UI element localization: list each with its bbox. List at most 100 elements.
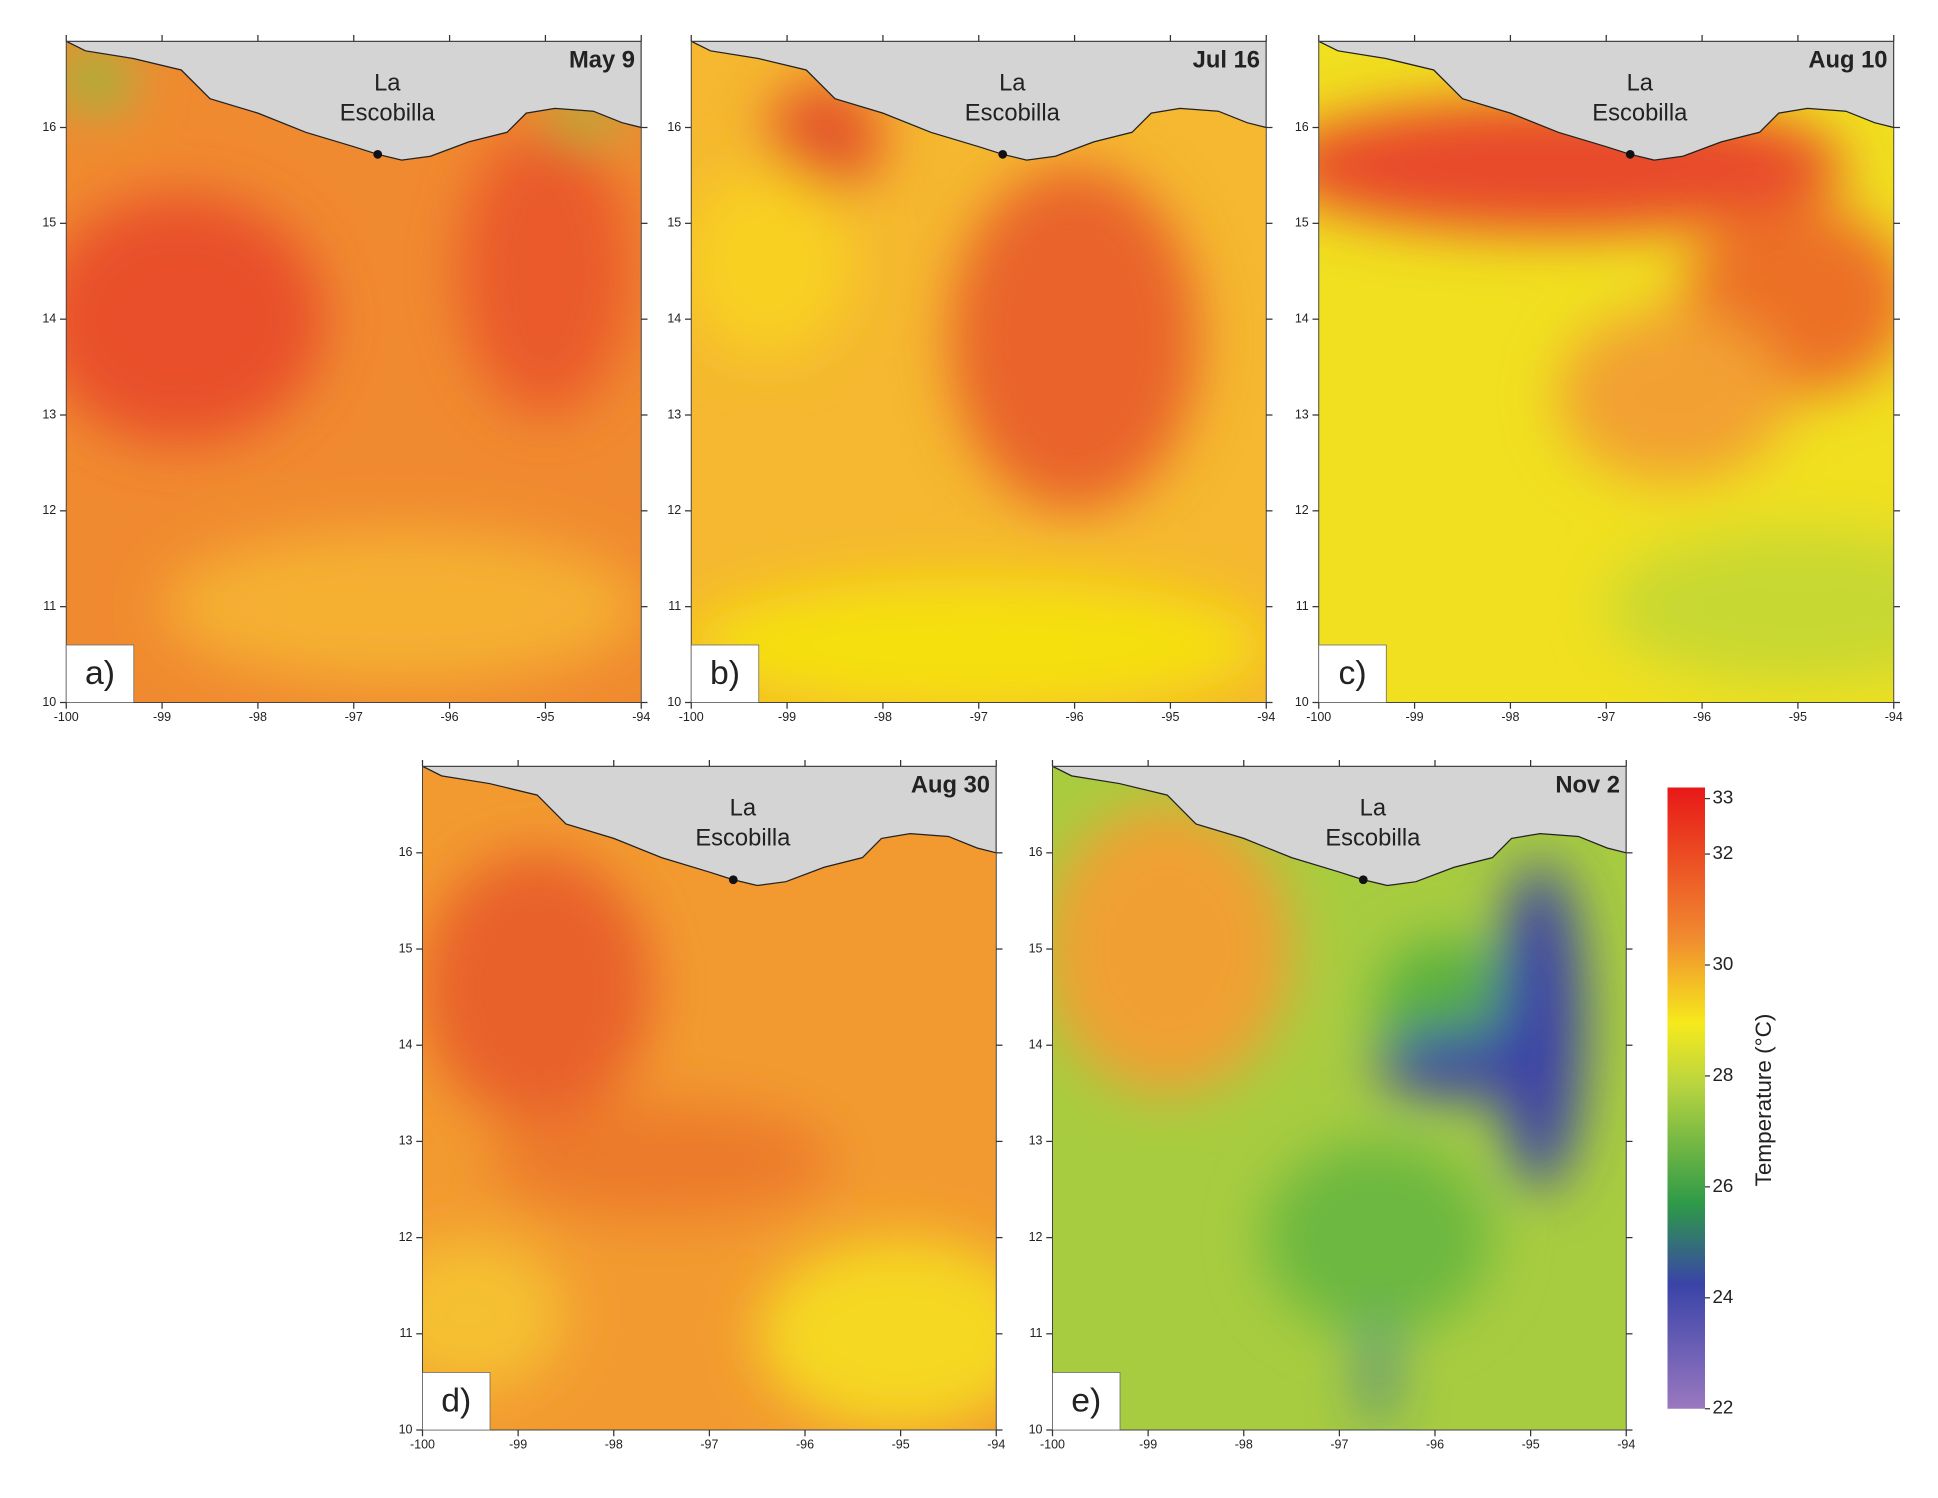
place-word: La — [730, 795, 757, 822]
x-tick-label: -94 — [987, 1437, 1005, 1451]
panel-label: c) — [1338, 654, 1366, 692]
x-tick-label: -95 — [1522, 1437, 1540, 1451]
panel-label: a) — [85, 654, 115, 692]
y-tick-label: 15 — [1295, 216, 1309, 230]
land — [691, 41, 1267, 161]
place-word: Escobilla — [1592, 100, 1688, 127]
date-label: Nov 2 — [1555, 772, 1620, 799]
x-tick-label: -99 — [509, 1437, 527, 1451]
x-tick-label: -97 — [700, 1437, 718, 1451]
x-tick-label: -100 — [54, 710, 79, 724]
y-tick-label: 12 — [399, 1230, 413, 1244]
map-panel: La Escobilla Aug 10 c) -100 -99 -98 -97 -96 -95 -9… — [1295, 35, 1903, 724]
x-tick-label: -100 — [1040, 1437, 1065, 1451]
field-blobs — [422, 852, 997, 1430]
x-tick-label: -99 — [778, 710, 796, 724]
field-blob — [66, 194, 325, 444]
date-label: May 9 — [569, 47, 635, 74]
x-tick-label: -98 — [874, 710, 892, 724]
label-box — [1052, 1372, 1121, 1431]
field-blob — [1366, 1314, 1390, 1430]
y-tick-label: 10 — [667, 695, 681, 709]
field-blob — [757, 1237, 997, 1430]
colorbar: 22 24 26 28 30 32 33 Temperature (°C) — [1667, 787, 1776, 1418]
place-label: La Escobilla — [695, 795, 791, 852]
x-tick-label: -97 — [345, 710, 363, 724]
date-label: Jul 16 — [1193, 47, 1260, 74]
x-tick-label: -95 — [892, 1437, 910, 1451]
x-tick-label: -98 — [1235, 1437, 1253, 1451]
x-tick-label: -94 — [1885, 710, 1903, 724]
y-tick-label: 16 — [1295, 120, 1309, 134]
y-tick-label: 12 — [1295, 503, 1309, 517]
field-blob — [1052, 804, 1292, 1094]
colorbar-tick-label: 33 — [1713, 787, 1734, 808]
place-word: Escobilla — [1325, 825, 1421, 852]
field-blobs — [691, 79, 1267, 703]
colorbar-ramp — [1667, 787, 1705, 1409]
land — [422, 766, 997, 887]
x-tick-label: -95 — [1789, 710, 1807, 724]
field-blob — [691, 577, 1267, 703]
y-tick-label: 14 — [1029, 1038, 1043, 1052]
field-blob — [691, 165, 855, 358]
land — [66, 41, 642, 161]
y-tick-label: 11 — [1296, 599, 1309, 613]
temperature-field — [422, 766, 997, 1430]
y-tick-label: 10 — [399, 1422, 413, 1436]
y-tick-label: 13 — [667, 407, 681, 421]
y-tick-label: 15 — [399, 941, 413, 955]
map-panel: La Escobilla Aug 30 d) -100 -99 -98 -97 -96 -95 -9… — [399, 760, 1005, 1451]
field-blob — [459, 127, 632, 415]
x-tick-label: -94 — [1617, 1437, 1635, 1451]
x-tick-label: -96 — [1066, 710, 1084, 724]
y-tick-label: 12 — [1029, 1230, 1043, 1244]
x-tick-label: -98 — [249, 710, 267, 724]
colorbar-tick-label: 28 — [1713, 1064, 1734, 1085]
field-blob — [1497, 862, 1584, 1190]
y-tick-label: 11 — [400, 1326, 413, 1340]
x-tick-label: -96 — [1693, 710, 1711, 724]
field-blob — [1262, 1141, 1493, 1334]
field-blob — [1377, 1030, 1531, 1099]
y-tick-label: 15 — [667, 216, 681, 230]
colorbar-tick-label: 24 — [1713, 1286, 1734, 1307]
land — [1052, 766, 1627, 887]
y-tick-label: 11 — [1030, 1326, 1043, 1340]
place-label: La Escobilla — [1592, 70, 1688, 127]
label-box — [1318, 644, 1387, 703]
y-tick-label: 16 — [42, 120, 56, 134]
colorbar-tick-label: 22 — [1713, 1397, 1734, 1418]
label-box — [422, 1372, 491, 1431]
field-blobs — [1052, 804, 1584, 1430]
x-tick-label: -96 — [796, 1437, 814, 1451]
place-word: Escobilla — [965, 100, 1061, 127]
panel-label: d) — [441, 1381, 471, 1419]
place-word: La — [1627, 70, 1654, 97]
figure-body: La Escobilla May 9 a) -100 -99 -98 -97 -96 -95 -94… — [42, 35, 1903, 1451]
x-tick-label: -94 — [632, 710, 650, 724]
temperature-field — [1052, 766, 1627, 1430]
land — [1318, 41, 1894, 161]
label-box — [690, 644, 760, 703]
site-dot — [998, 149, 1008, 159]
y-tick-label: 14 — [667, 311, 681, 325]
place-word: Escobilla — [695, 825, 791, 852]
temperature-field — [66, 41, 642, 703]
map-panel: La Escobilla Nov 2 e) -100 -99 -98 -97 -96 -95 -94… — [1029, 760, 1635, 1451]
site-dot — [728, 875, 738, 885]
date-label: Aug 10 — [1808, 47, 1887, 74]
map-panel: La Escobilla Jul 16 b) -100 -99 -98 -97 -96 -95 -9… — [667, 35, 1275, 724]
field-blob — [422, 852, 652, 1123]
x-tick-label: -99 — [1406, 710, 1424, 724]
y-tick-label: 13 — [399, 1134, 413, 1148]
y-tick-label: 15 — [42, 216, 56, 230]
field-blobs — [66, 50, 642, 684]
y-tick-label: 11 — [43, 599, 56, 613]
field-blob — [66, 50, 134, 109]
panel-label: e) — [1071, 1381, 1101, 1419]
y-tick-label: 16 — [399, 845, 413, 859]
field-blob — [162, 530, 642, 684]
colorbar-tick-label: 30 — [1713, 953, 1734, 974]
